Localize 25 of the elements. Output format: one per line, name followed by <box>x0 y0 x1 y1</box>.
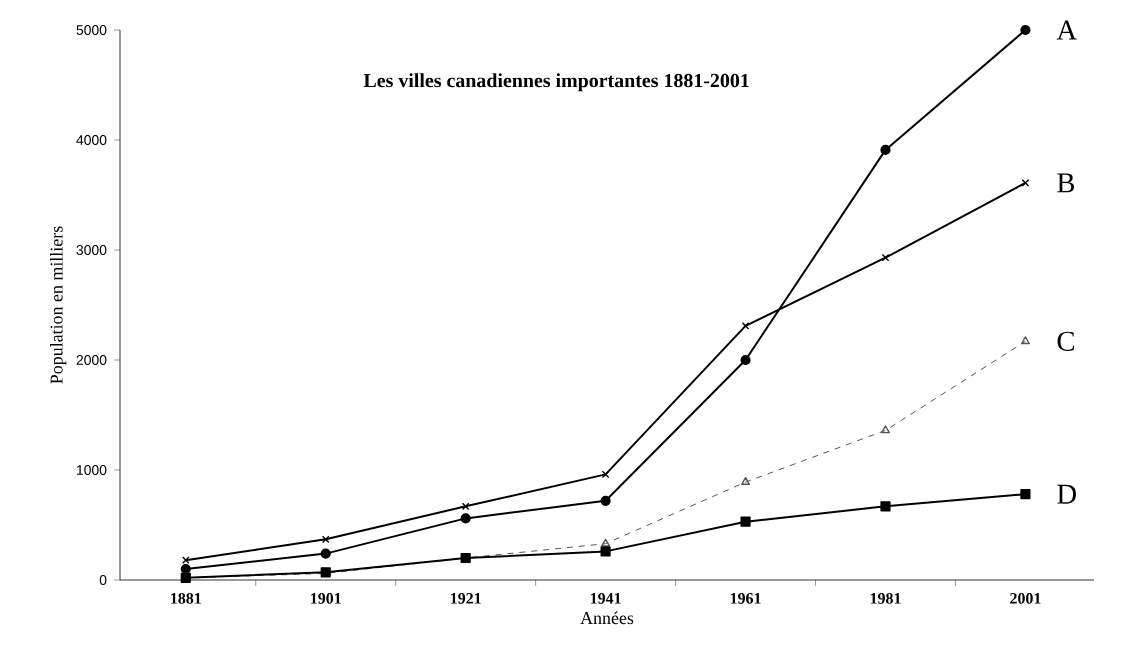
series-label: D <box>1057 484 1076 504</box>
point <box>740 516 751 527</box>
point <box>1020 336 1030 345</box>
point <box>880 144 891 155</box>
point <box>741 477 751 485</box>
y-axis-title: Population en milliers <box>50 226 67 384</box>
series-label: B <box>1057 173 1075 193</box>
point <box>1020 489 1031 500</box>
point <box>880 501 891 512</box>
point <box>321 535 330 544</box>
point <box>881 425 890 434</box>
point <box>600 546 611 557</box>
point <box>460 513 471 524</box>
point <box>741 322 750 330</box>
point <box>881 253 890 262</box>
series-label: A <box>1056 20 1077 40</box>
point <box>320 548 331 559</box>
point <box>740 354 751 366</box>
series-label: C <box>1057 331 1074 351</box>
x-axis-title: Années <box>580 611 634 625</box>
point <box>601 538 611 547</box>
point <box>461 502 470 511</box>
point <box>600 495 611 506</box>
point <box>1020 24 1031 36</box>
text: Les villes canadiennes importantes 1881-2001 <box>363 73 749 92</box>
